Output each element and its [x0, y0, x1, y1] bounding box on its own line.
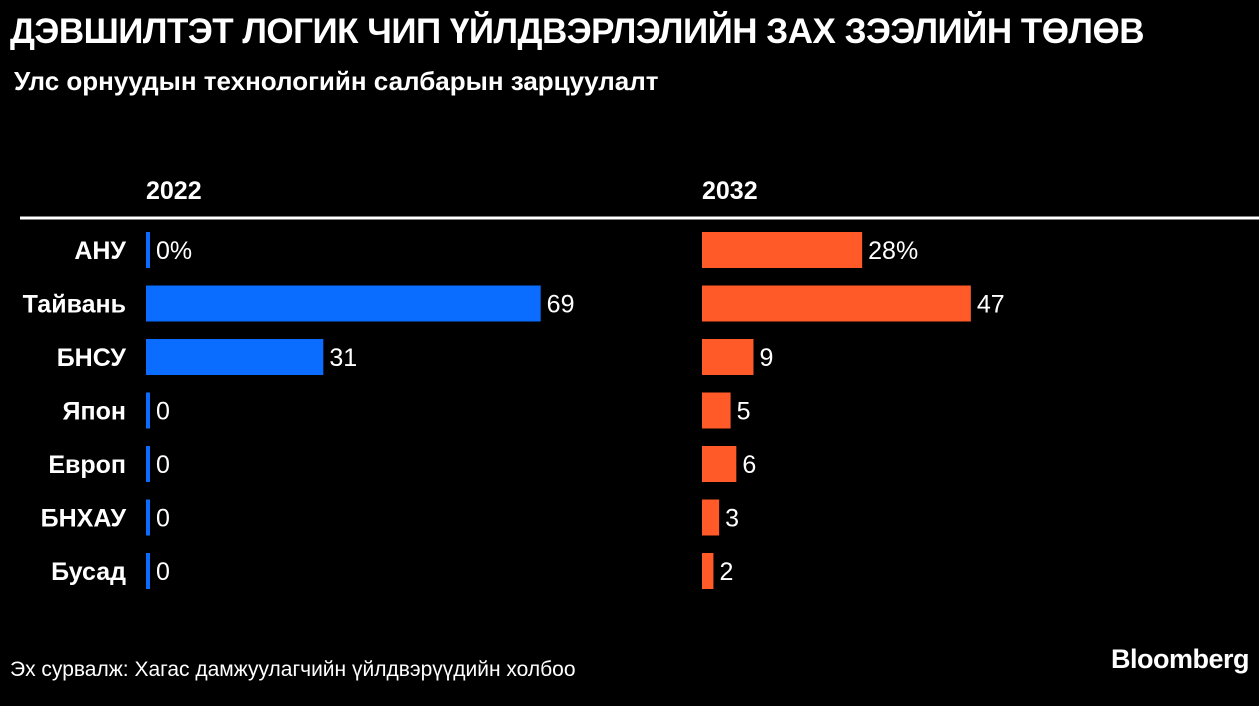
- category-label-china: БНХАУ: [41, 505, 127, 533]
- series-header-2022: 2022: [146, 177, 202, 205]
- category-label-us: АНУ: [74, 237, 126, 265]
- bar-2022-japan: [146, 392, 150, 429]
- value-label-2032-japan: 5: [737, 398, 751, 426]
- bar-2022-taiwan: [146, 285, 541, 322]
- category-label-europe: Европ: [48, 451, 126, 479]
- bar-2032-us: [702, 232, 863, 268]
- value-label-2022-taiwan: 69: [547, 291, 575, 319]
- chart-title: ДЭВШИЛТЭТ ЛОГИК ЧИП ҮЙЛДВЭРЛЭЛИЙН ЗАХ ЗЭ…: [10, 12, 1145, 51]
- value-label-2032-us: 28%: [868, 237, 918, 265]
- bar-2022-us: [146, 232, 150, 268]
- category-label-japan: Япон: [63, 398, 126, 426]
- value-label-2032-south-korea: 9: [759, 344, 773, 372]
- value-label-2032-china: 3: [725, 505, 739, 533]
- value-label-2022-china: 0: [156, 505, 170, 533]
- bloomberg-logo: Bloomberg: [1110, 644, 1250, 674]
- value-label-2022-us: 0%: [156, 237, 192, 265]
- bar-2032-other: [702, 553, 714, 589]
- source-note: Эх сурвалж: Хагас дамжуулагчийн үйлдвэрү…: [10, 658, 576, 681]
- value-label-2022-japan: 0: [156, 398, 170, 426]
- bar-2022-south-korea: [146, 339, 324, 375]
- category-label-taiwan: Тайвань: [23, 291, 126, 319]
- value-label-2032-other: 2: [719, 558, 733, 586]
- bar-2022-other: [146, 553, 150, 589]
- value-label-2032-europe: 6: [742, 451, 756, 479]
- value-label-2022-other: 0: [156, 558, 170, 586]
- bar-2032-taiwan: [702, 285, 971, 322]
- bar-2032-europe: [702, 446, 737, 482]
- bar-2032-japan: [702, 392, 731, 429]
- category-label-other: Бусад: [51, 558, 126, 586]
- chart-subtitle: Улс орнуудын технологийн салбарын зарцуу…: [14, 66, 659, 96]
- bar-2032-south-korea: [702, 339, 754, 375]
- series-header-2032: 2032: [702, 177, 758, 205]
- bar-2032-china: [702, 499, 720, 536]
- value-label-2032-taiwan: 47: [977, 291, 1005, 319]
- value-label-2022-south-korea: 31: [329, 344, 357, 372]
- value-label-2022-europe: 0: [156, 451, 170, 479]
- bar-2022-china: [146, 499, 150, 536]
- bar-2022-europe: [146, 446, 150, 482]
- category-label-south-korea: БНСУ: [57, 344, 127, 372]
